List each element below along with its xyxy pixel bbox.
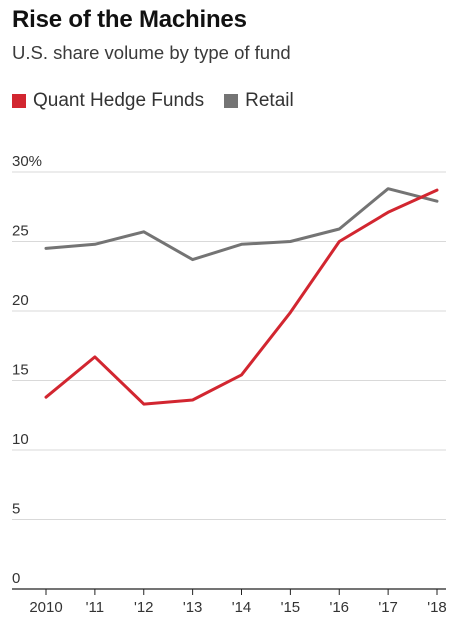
legend-item-quant-hedge-funds: Quant Hedge Funds [12,90,204,112]
series-line-quant-hedge-funds [44,188,439,406]
x-tick-label: '11 [86,599,104,616]
y-tick-label: 5 [12,501,20,518]
x-tick-label: '14 [232,599,252,616]
chart-legend: Quant Hedge Funds Retail [12,90,314,112]
legend-label-retail: Retail [245,90,294,111]
y-tick-label: 30% [12,153,42,170]
legend-label-quant-hedge-funds: Quant Hedge Funds [33,90,205,111]
legend-item-retail: Retail [224,90,294,112]
y-tick-label: 25 [12,223,29,240]
legend-swatch-quant-hedge-funds [12,94,26,108]
x-tick-label: '13 [183,599,203,616]
y-tick-label: 20 [12,292,29,309]
x-tick-label: '16 [329,599,349,616]
chart-title: Rise of the Machines [12,6,247,33]
y-tick-label: 0 [12,570,20,587]
x-tick-label: '12 [134,599,154,616]
series-line-retail [44,187,439,262]
y-tick-label: 10 [12,431,29,448]
x-tick-label: '18 [427,599,447,616]
chart-subtitle: U.S. share volume by type of fund [12,42,291,63]
legend-swatch-retail [224,94,239,108]
x-tick-label: 2010 [29,599,62,616]
x-tick-label: '15 [281,599,301,616]
x-tick-label: '17 [378,599,398,616]
y-tick-label: 15 [12,362,29,379]
